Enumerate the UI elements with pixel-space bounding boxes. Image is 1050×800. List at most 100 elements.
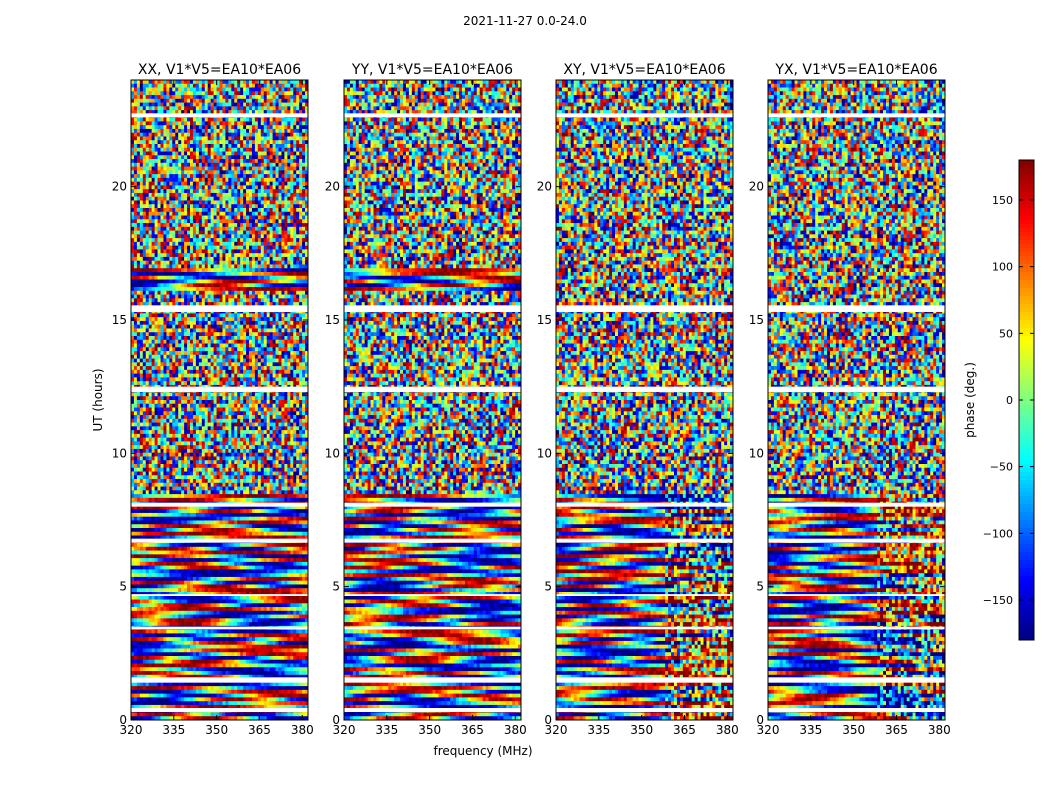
heatmap-cell: [213, 256, 217, 262]
heatmap-cell: [228, 230, 232, 235]
heatmap-cell: [254, 196, 259, 201]
heatmap-cell: [175, 230, 179, 235]
heatmap-cell: [269, 298, 273, 303]
heatmap-cell: [175, 298, 179, 303]
heatmap-cell: [287, 317, 291, 322]
heatmap-cell: [284, 196, 288, 201]
heatmap-cell: [207, 166, 212, 171]
heatmap-cell: [201, 347, 206, 352]
heatmap-cell: [305, 347, 308, 352]
heatmap-cell: [243, 302, 247, 307]
heatmap-cell: [234, 144, 238, 149]
heatmap-cell: [260, 230, 265, 235]
heatmap-cell: [181, 381, 185, 386]
heatmap-cell: [234, 226, 238, 231]
heatmap-cell: [136, 287, 141, 292]
heatmap-cell: [145, 392, 150, 397]
heatmap-cell: [169, 128, 173, 134]
heatmap-cell: [257, 140, 262, 145]
heatmap-cell: [166, 275, 170, 280]
heatmap-cell: [210, 339, 214, 344]
heatmap-cell: [169, 354, 173, 359]
heatmap-cell: [249, 121, 253, 126]
heatmap-cell: [204, 298, 209, 303]
heatmap-cell: [219, 351, 223, 356]
heatmap-cell: [287, 313, 291, 318]
heatmap-cell: [302, 377, 306, 382]
heatmap-cell: [296, 226, 300, 231]
heatmap-cell: [198, 324, 203, 329]
heatmap-cell: [142, 369, 147, 375]
heatmap-cell: [169, 287, 173, 292]
heatmap-cell: [210, 320, 214, 326]
heatmap-cell: [160, 253, 164, 258]
heatmap-cell: [287, 234, 291, 239]
heatmap-cell: [302, 317, 306, 322]
heatmap-cell: [281, 245, 285, 250]
heatmap-cell: [293, 275, 297, 280]
heatmap-cell: [240, 320, 244, 326]
heatmap-cell: [251, 121, 256, 126]
heatmap-cell: [240, 125, 244, 130]
heatmap-cell: [257, 117, 262, 122]
heatmap-cell: [293, 268, 297, 273]
heatmap-cell: [195, 294, 200, 299]
heatmap-cell: [278, 226, 282, 231]
heatmap-cell: [237, 125, 241, 130]
heatmap-cell: [266, 185, 271, 190]
heatmap-cell: [299, 362, 303, 367]
heatmap-cell: [216, 83, 220, 88]
heatmap-cell: [172, 223, 176, 228]
heatmap-cell: [172, 230, 176, 235]
heatmap-cell: [157, 196, 161, 201]
heatmap-cell: [249, 249, 253, 254]
heatmap-cell: [228, 117, 232, 122]
heatmap-cell: [287, 238, 291, 243]
heatmap-cell: [293, 189, 297, 194]
heatmap-cell: [145, 302, 150, 307]
heatmap-cell: [296, 256, 300, 262]
heatmap-cell: [281, 83, 285, 88]
heatmap-cell: [302, 189, 306, 194]
heatmap-cell: [145, 339, 150, 344]
heatmap-cell: [269, 170, 273, 175]
heatmap-cell: [154, 185, 158, 190]
heatmap-cell: [192, 181, 197, 186]
heatmap-cell: [210, 215, 214, 220]
heatmap-cell: [192, 328, 197, 333]
heatmap-cell: [284, 354, 288, 359]
heatmap-cell: [299, 366, 303, 371]
heatmap-cell: [160, 294, 164, 299]
heatmap-cell: [184, 324, 188, 329]
heatmap-cell: [210, 264, 214, 269]
heatmap-cell: [201, 336, 206, 341]
heatmap-cell: [231, 174, 235, 179]
heatmap-cell: [184, 155, 188, 160]
heatmap-cell: [281, 317, 285, 322]
heatmap-cell: [181, 181, 185, 186]
heatmap-cell: [219, 287, 223, 292]
heatmap-cell: [302, 249, 306, 254]
heatmap-cell: [136, 215, 141, 220]
heatmap-cell: [136, 181, 141, 186]
heatmap-cell: [231, 155, 235, 160]
heatmap-cell: [263, 215, 268, 220]
heatmap-cell: [198, 347, 203, 352]
heatmap-cell: [160, 128, 164, 134]
heatmap-cell: [213, 83, 217, 88]
heatmap-cell: [166, 185, 170, 190]
heatmap-cell: [243, 336, 247, 341]
heatmap-cell: [219, 132, 223, 137]
heatmap-cell: [201, 234, 206, 239]
heatmap-cell: [249, 83, 253, 88]
heatmap-cell: [154, 177, 158, 183]
heatmap-cell: [299, 332, 303, 337]
heatmap-cell: [290, 238, 294, 243]
heatmap-cell: [222, 110, 226, 115]
heatmap-cell: [240, 80, 244, 85]
heatmap-cell: [305, 189, 308, 194]
heatmap-cell: [192, 317, 197, 322]
heatmap-cell: [157, 151, 161, 156]
heatmap-cell: [269, 336, 273, 341]
heatmap-cell: [240, 290, 244, 295]
